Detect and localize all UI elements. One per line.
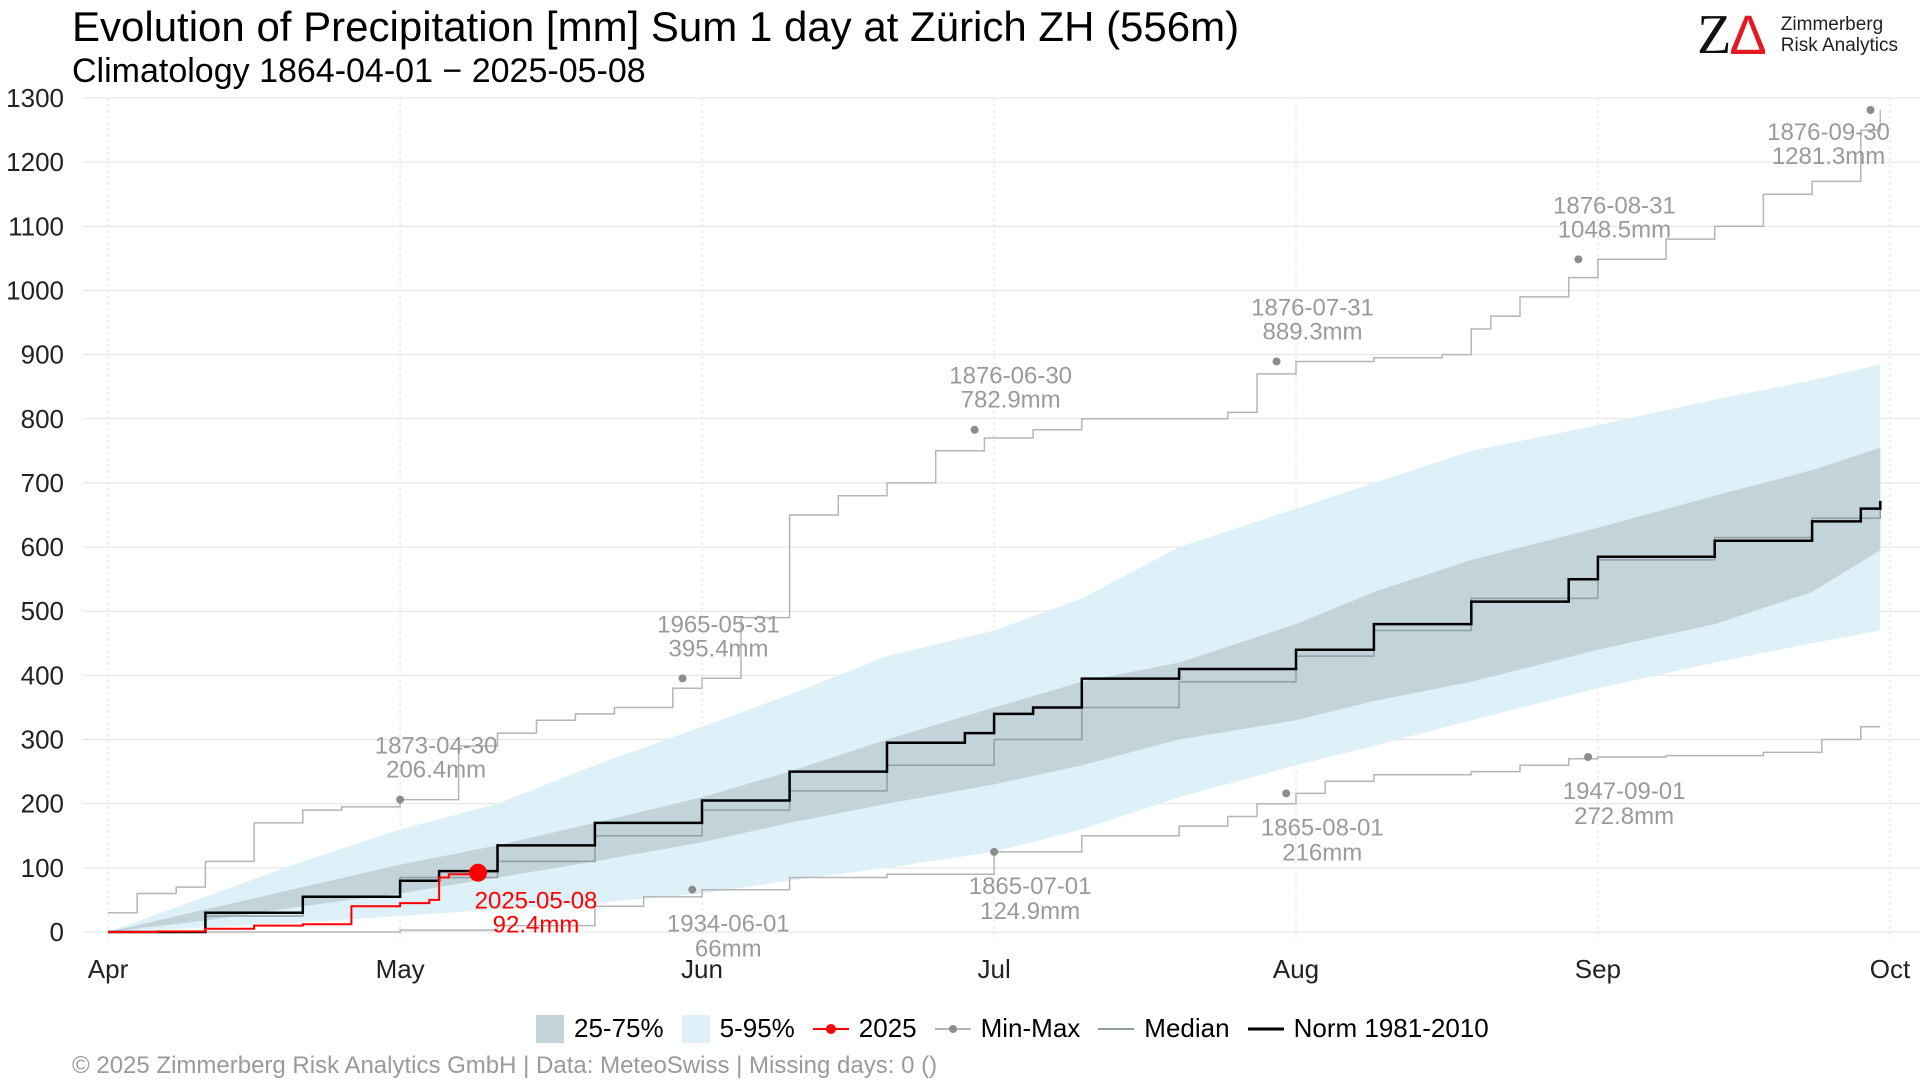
minmax-point bbox=[990, 847, 999, 856]
annotation-value: 782.9mm bbox=[961, 387, 1061, 414]
line-min bbox=[108, 725, 1881, 933]
line-max bbox=[108, 110, 1882, 914]
legend-item-2025: 2025 bbox=[812, 1013, 917, 1044]
annotation-value: 272.8mm bbox=[1574, 803, 1674, 830]
annotation-date: 1876-08-31 bbox=[1553, 192, 1676, 219]
legend-key-minmax bbox=[934, 1024, 971, 1033]
y-tick-label: 1300 bbox=[6, 83, 64, 113]
chart-legend: 25-75% 5-95% 2025 Min-Max Median Norm 19… bbox=[536, 1013, 1507, 1044]
annotation-date: 1865-08-01 bbox=[1261, 814, 1384, 841]
y-tick-label: 900 bbox=[21, 340, 64, 370]
y-tick-label: 0 bbox=[50, 917, 64, 947]
logo-name: Zimmerberg Risk Analytics bbox=[1781, 14, 1898, 56]
x-tick-label: Aug bbox=[1273, 954, 1319, 984]
annotation-date: 1876-07-31 bbox=[1251, 294, 1374, 321]
legend-item-25-75: 25-75% bbox=[536, 1013, 664, 1044]
current-value: 92.4mm bbox=[493, 912, 580, 939]
y-tick-label: 100 bbox=[21, 853, 64, 883]
annotation-date: 1873-04-30 bbox=[375, 733, 498, 760]
y-tick-label: 700 bbox=[21, 468, 64, 498]
line-2025 bbox=[108, 872, 479, 933]
x-tick-label: May bbox=[376, 954, 425, 984]
minmax-point bbox=[1584, 752, 1593, 761]
minmax-point bbox=[1574, 255, 1583, 264]
annotation-value: 1281.3mm bbox=[1772, 143, 1885, 170]
legend-label-norm: Norm 1981-2010 bbox=[1293, 1013, 1489, 1043]
y-tick-label: 800 bbox=[21, 404, 64, 434]
footer-credits: © 2025 Zimmerberg Risk Analytics GmbH | … bbox=[72, 1052, 938, 1079]
current-point bbox=[469, 863, 488, 882]
legend-label-25-75: 25-75% bbox=[574, 1013, 664, 1043]
legend-item-minmax: Min-Max bbox=[934, 1013, 1081, 1044]
y-tick-label: 1000 bbox=[6, 275, 64, 305]
minmax-point bbox=[688, 885, 697, 894]
legend-label-median: Median bbox=[1144, 1013, 1230, 1043]
legend-key-2025 bbox=[812, 1023, 849, 1034]
annotation-date: 1934-06-01 bbox=[667, 911, 790, 938]
band-5-95 bbox=[108, 364, 1881, 932]
legend-key-norm bbox=[1247, 1027, 1284, 1030]
legend-item-norm: Norm 1981-2010 bbox=[1247, 1013, 1489, 1044]
legend-label-2025: 2025 bbox=[858, 1013, 917, 1043]
precipitation-chart: 0 100 200 300 400 500 600 700 800 900 1000 1100 1200… bbox=[6, 83, 1920, 984]
company-logo: Z Δ Zimmerberg Risk Analytics bbox=[1697, 3, 1898, 66]
y-tick-label: 1200 bbox=[6, 147, 64, 177]
minmax-point bbox=[1866, 105, 1875, 114]
y-tick-label: 200 bbox=[21, 789, 64, 819]
legend-swatch-5-95 bbox=[681, 1014, 710, 1043]
x-tick-label: Jul bbox=[978, 954, 1011, 984]
annotation-date: 1965-05-31 bbox=[657, 611, 780, 638]
minmax-point bbox=[678, 674, 687, 683]
y-tick-label: 300 bbox=[21, 725, 64, 755]
annotation-date: 1876-06-30 bbox=[949, 363, 1072, 390]
y-tick-label: 400 bbox=[21, 660, 64, 690]
annotation-value: 395.4mm bbox=[669, 635, 769, 662]
y-tick-label: 600 bbox=[21, 532, 64, 562]
annotation-date: 1947-09-01 bbox=[1563, 778, 1686, 805]
logo-line-2: Risk Analytics bbox=[1780, 35, 1898, 56]
minmax-point bbox=[1272, 357, 1281, 366]
x-tick-label: Jun bbox=[681, 954, 723, 984]
annotation-value: 66mm bbox=[695, 936, 762, 963]
annotation-value: 1048.5mm bbox=[1558, 216, 1671, 243]
logo-delta-mark: Δ bbox=[1729, 3, 1767, 66]
x-tick-label: Oct bbox=[1870, 954, 1911, 984]
current-date: 2025-05-08 bbox=[475, 888, 598, 915]
minmax-point bbox=[1282, 789, 1291, 798]
y-tick-label: 1100 bbox=[8, 211, 64, 241]
chart-title: Evolution of Precipitation [mm] Sum 1 da… bbox=[72, 3, 1240, 50]
minmax-point bbox=[970, 425, 979, 434]
annotation-value: 206.4mm bbox=[386, 757, 486, 784]
x-tick-label: Apr bbox=[88, 954, 129, 984]
legend-key-median bbox=[1098, 1027, 1135, 1030]
logo-line-1: Zimmerberg bbox=[1780, 14, 1884, 35]
annotation-value: 216mm bbox=[1282, 839, 1362, 866]
annotation-date: 1865-07-01 bbox=[969, 873, 1092, 900]
minmax-point bbox=[396, 795, 405, 804]
legend-item-median: Median bbox=[1098, 1013, 1230, 1044]
legend-label-5-95: 5-95% bbox=[719, 1013, 795, 1043]
legend-item-5-95: 5-95% bbox=[681, 1013, 795, 1044]
annotation-value: 889.3mm bbox=[1263, 318, 1363, 345]
x-tick-label: Sep bbox=[1575, 954, 1621, 984]
legend-swatch-25-75 bbox=[536, 1014, 564, 1043]
chart-subtitle: Climatology 1864-04-01 − 2025-05-08 bbox=[72, 52, 646, 90]
legend-label-minmax: Min-Max bbox=[980, 1013, 1081, 1043]
annotation-date: 1876-09-30 bbox=[1767, 119, 1890, 146]
line-norm bbox=[108, 500, 1882, 934]
y-tick-label: 500 bbox=[21, 596, 64, 626]
logo-z-mark: Z bbox=[1697, 4, 1732, 66]
annotation-value: 124.9mm bbox=[980, 898, 1080, 925]
